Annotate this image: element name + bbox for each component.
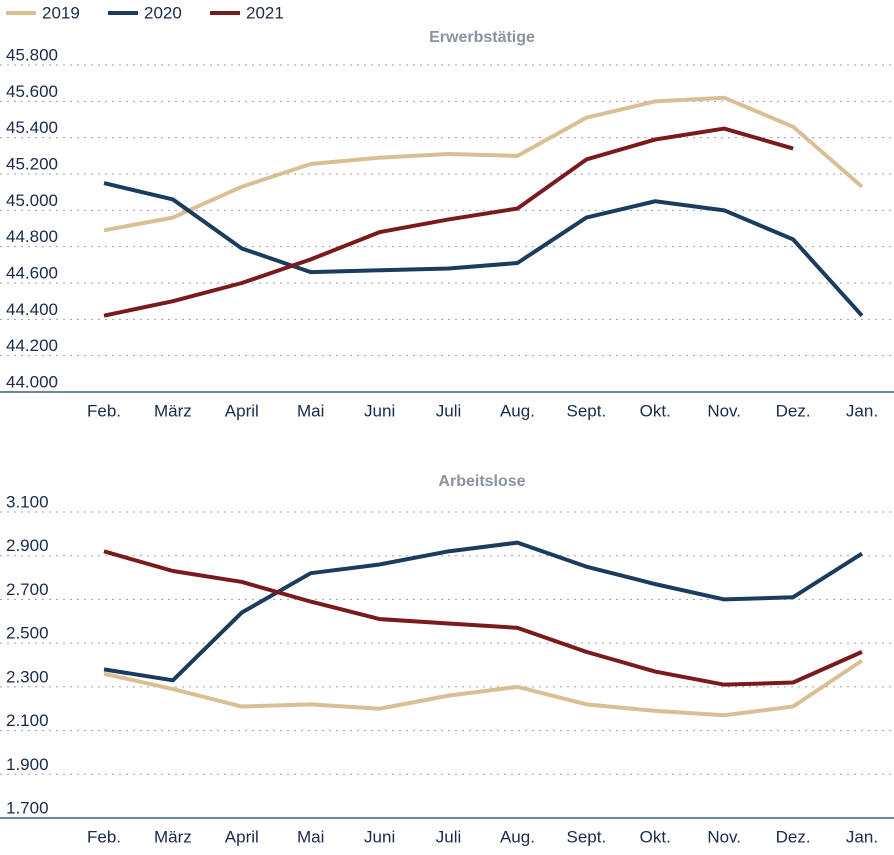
series-line xyxy=(103,95,864,233)
x-tick-label: Jan. xyxy=(846,827,878,846)
y-tick-label: 45.200 xyxy=(6,154,58,173)
x-tick-label: Juni xyxy=(364,827,395,846)
x-tick-label: Okt. xyxy=(640,401,671,420)
x-tick-label: April xyxy=(225,827,259,846)
x-tick-label: März xyxy=(154,401,192,420)
chart-title: Arbeitslose xyxy=(438,473,525,490)
x-tick-label: Juni xyxy=(364,401,395,420)
x-tick-label: April xyxy=(225,401,259,420)
x-tick-label: Feb. xyxy=(87,401,121,420)
y-tick-label: 2.300 xyxy=(6,667,49,686)
y-tick-label: 44.800 xyxy=(6,227,58,246)
y-tick-label: 2.500 xyxy=(6,624,49,643)
x-tick-label: Juli xyxy=(436,827,462,846)
legend-label: 2020 xyxy=(144,3,182,22)
y-tick-label: 2.700 xyxy=(6,580,49,599)
y-tick-label: 44.000 xyxy=(6,372,58,391)
legend-label: 2019 xyxy=(42,3,80,22)
y-tick-label: 45.800 xyxy=(6,45,58,64)
chart-title: Erwerbstätige xyxy=(429,29,535,46)
series-line xyxy=(103,181,864,318)
series-line xyxy=(103,658,864,718)
series-line xyxy=(103,126,794,318)
y-tick-label: 2.900 xyxy=(6,536,49,555)
y-tick-label: 1.700 xyxy=(6,798,49,817)
x-tick-label: Dez. xyxy=(776,401,811,420)
series-line xyxy=(103,540,864,683)
x-tick-label: Aug. xyxy=(500,827,535,846)
x-tick-label: Feb. xyxy=(87,827,121,846)
y-tick-label: 45.400 xyxy=(6,118,58,137)
y-tick-label: 44.600 xyxy=(6,263,58,282)
series-line xyxy=(103,549,863,687)
x-tick-label: Okt. xyxy=(640,827,671,846)
legend-label: 2021 xyxy=(246,3,284,22)
x-tick-label: Nov. xyxy=(707,827,741,846)
y-tick-label: 44.400 xyxy=(6,300,58,319)
x-tick-label: Mai xyxy=(297,827,324,846)
x-tick-label: März xyxy=(154,827,192,846)
x-tick-label: Nov. xyxy=(707,401,741,420)
x-tick-label: Aug. xyxy=(500,401,535,420)
x-tick-label: Sept. xyxy=(567,827,607,846)
x-tick-label: Jan. xyxy=(846,401,878,420)
y-tick-label: 45.600 xyxy=(6,82,58,101)
x-tick-label: Sept. xyxy=(567,401,607,420)
x-tick-label: Mai xyxy=(297,401,324,420)
y-tick-label: 44.200 xyxy=(6,336,58,355)
y-tick-label: 1.900 xyxy=(6,755,49,774)
y-tick-label: 2.100 xyxy=(6,711,49,730)
y-tick-label: 3.100 xyxy=(6,492,49,511)
x-tick-label: Juli xyxy=(436,401,462,420)
y-tick-label: 45.000 xyxy=(6,191,58,210)
x-tick-label: Dez. xyxy=(776,827,811,846)
